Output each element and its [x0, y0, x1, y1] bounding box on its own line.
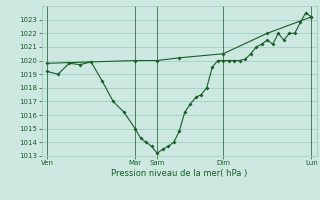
- X-axis label: Pression niveau de la mer( hPa ): Pression niveau de la mer( hPa ): [111, 169, 247, 178]
